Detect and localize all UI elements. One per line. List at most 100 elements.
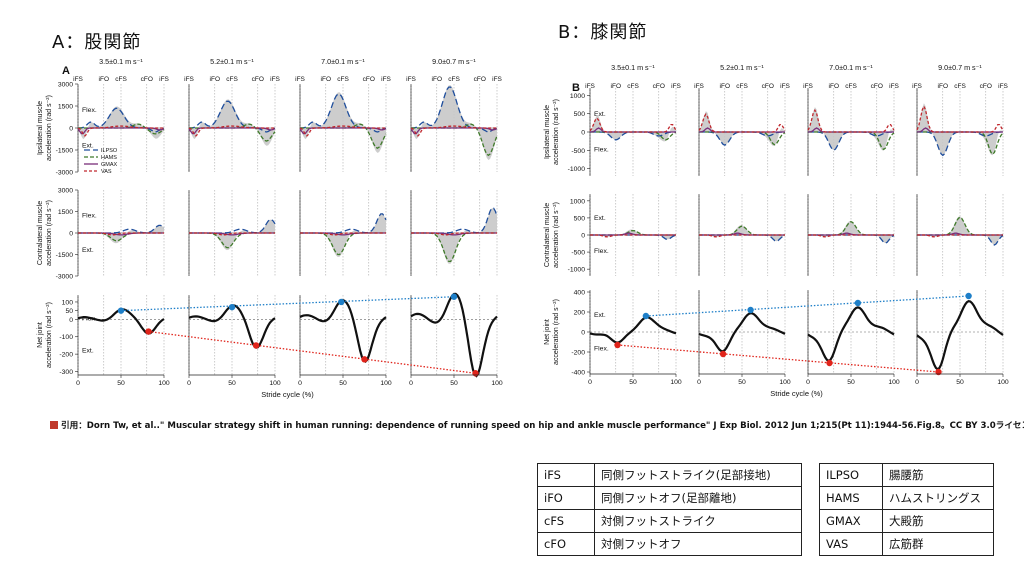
positive-peak-point: [450, 293, 458, 300]
event-tick-label: iFS: [295, 76, 305, 83]
y-axis-label: acceleration (rad s⁻²): [553, 202, 560, 268]
event-tick-label: cFO: [141, 76, 153, 83]
direction-annotation: Flex.: [82, 107, 97, 114]
series-vas: [917, 234, 1003, 238]
direction-annotation: Ext.: [594, 312, 606, 319]
speed-label: 9.0±0.7 m s⁻¹: [938, 63, 982, 72]
direction-annotation: Ext.: [594, 111, 606, 118]
y-tick-label: 0: [69, 126, 73, 133]
x-tick-label: 50: [339, 380, 347, 387]
y-tick-label: 200: [574, 310, 586, 317]
y-tick-label: -200: [59, 352, 73, 359]
x-tick-label: 100: [888, 379, 900, 386]
event-tick-label: cFS: [115, 76, 127, 83]
y-axis-label: Ipsilateral muscle: [544, 105, 551, 159]
speed-label: 7.0±0.1 m s⁻¹: [829, 63, 873, 72]
muscle-desc: 腸腰筋: [882, 463, 994, 487]
x-tick-label: 0: [588, 379, 592, 386]
event-tick-label: cFS: [954, 83, 966, 90]
direction-annotation: Flex.: [594, 146, 609, 153]
direction-annotation: Flex.: [594, 248, 609, 255]
direction-annotation: Flex.: [82, 213, 97, 220]
series-ilpso: [808, 131, 894, 151]
y-tick-label: 0: [581, 330, 585, 337]
citation-text: 引用：Dorn Tw, et al.." Muscular strategy s…: [61, 421, 1024, 431]
direction-annotation: Ext.: [82, 348, 94, 355]
x-tick-label: 50: [228, 380, 236, 387]
speed-label: 5.2±0.1 m s⁻¹: [720, 63, 764, 72]
positive-peak-point: [747, 306, 754, 314]
y-axis-label: acceleration (rad s⁻²): [46, 302, 53, 368]
total-acceleration-area: [699, 111, 785, 146]
event-tick-label: cFO: [871, 83, 883, 90]
x-tick-label: 100: [779, 379, 791, 386]
total-acceleration-area: [699, 225, 785, 242]
event-desc: 対側フットオフ: [594, 532, 802, 556]
y-tick-label: 1500: [58, 104, 73, 111]
event-tick-label: iFO: [720, 83, 730, 90]
y-tick-label: -3000: [56, 170, 74, 177]
event-tick-label: iFO: [432, 76, 442, 83]
net-joint-acceleration-line: [807, 306, 895, 362]
event-abbr: cFS: [537, 509, 595, 533]
x-axis-label: Stride cycle (%): [261, 390, 314, 399]
x-tick-label: 0: [187, 380, 191, 387]
event-tick-label: cFS: [448, 76, 460, 83]
series-gmax: [699, 232, 785, 236]
legend-label: VAS: [101, 169, 112, 175]
series-gmax: [590, 232, 676, 236]
citation-marker-icon: [50, 421, 58, 429]
y-tick-label: -400: [571, 370, 585, 377]
panel-letter: A: [62, 65, 70, 77]
y-tick-label: 1000: [570, 93, 585, 100]
event-tick-label: iFS: [671, 83, 681, 90]
gait-event-table: iFS 同側フットストライク(足部接地) iFO 同側フットオフ(足部離地) cFS…: [537, 463, 802, 556]
series-vas: [808, 234, 894, 238]
series-vas: [410, 125, 497, 137]
event-tick-label: iFO: [321, 76, 331, 83]
event-tick-label: iFS: [803, 83, 813, 90]
x-tick-label: 0: [806, 379, 810, 386]
series-ilpso: [188, 100, 276, 133]
direction-annotation: Flex.: [594, 345, 609, 352]
muscle-desc: 大殿筋: [882, 509, 994, 533]
event-tick-label: iFS: [492, 76, 502, 83]
muscle-abbr: GMAX: [819, 509, 883, 533]
event-tick-label: iFS: [270, 76, 280, 83]
y-tick-label: -500: [571, 250, 585, 257]
y-tick-label: 500: [574, 111, 586, 118]
event-tick-label: cFO: [252, 76, 264, 83]
x-tick-label: 50: [738, 379, 746, 386]
series-vas: [299, 125, 386, 137]
event-desc: 同側フットストライク(足部接地): [594, 463, 802, 487]
event-tick-label: iFO: [829, 83, 839, 90]
y-tick-label: 1500: [58, 209, 73, 216]
y-tick-label: 500: [574, 215, 586, 222]
y-tick-label: 1000: [570, 198, 585, 205]
x-tick-label: 50: [450, 380, 458, 387]
positive-peak-trend-line: [120, 296, 455, 312]
x-tick-label: 100: [670, 379, 682, 386]
y-tick-label: -300: [59, 369, 73, 376]
x-tick-label: 50: [956, 379, 964, 386]
series-ilpso: [410, 86, 498, 133]
y-axis-label: Net joint: [544, 319, 551, 345]
net-joint-acceleration-line: [916, 300, 1004, 371]
muscle-abbreviation-table: ILPSO 腸腰筋 HAMS ハムストリングス GMAX 大殿筋 VAS 広筋群: [819, 463, 994, 556]
y-tick-label: 50: [65, 308, 73, 315]
event-tick-label: cFS: [736, 83, 748, 90]
speed-label: 7.0±0.1 m s⁻¹: [321, 57, 365, 66]
series-vas: [411, 232, 497, 236]
total-acceleration-area: [590, 115, 676, 142]
direction-annotation: Ext.: [594, 215, 606, 222]
event-desc: 対側フットストライク: [594, 509, 802, 533]
legend-label: GMAX: [101, 162, 118, 168]
legend-label: HAMS: [101, 155, 117, 161]
negative-peak-trend-line: [148, 330, 476, 374]
y-axis-label: Contralateral muscle: [544, 203, 551, 267]
event-tick-label: iFS: [694, 83, 704, 90]
event-tick-label: cFO: [474, 76, 486, 83]
y-tick-label: 0: [581, 130, 585, 137]
